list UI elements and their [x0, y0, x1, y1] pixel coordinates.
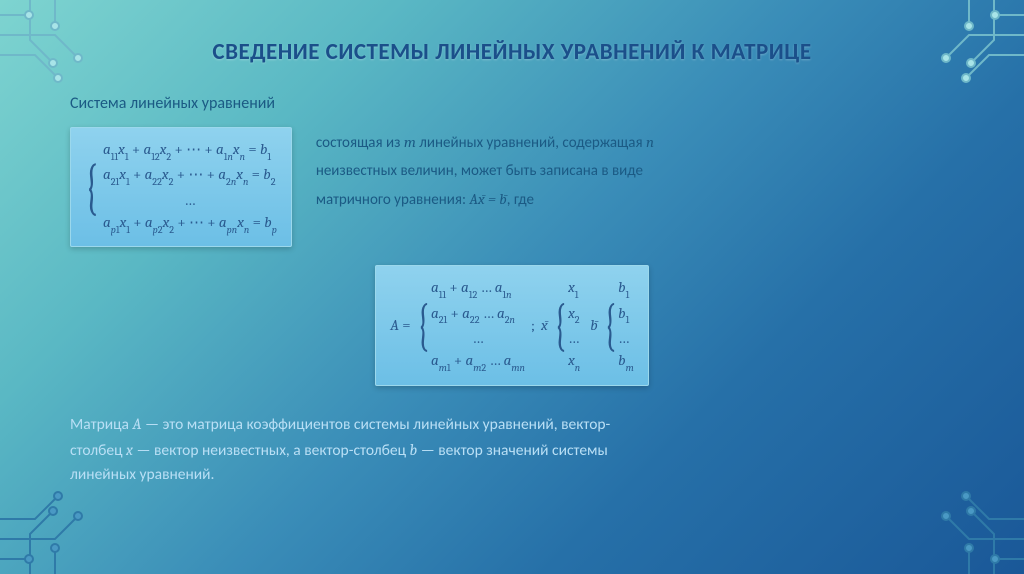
A-row-1: a11 + a12 … a1n [431, 276, 525, 301]
desc-n: n [646, 133, 654, 151]
desc-eq: Ax̄ = b̄ [469, 190, 506, 208]
curly-brace-icon: { [85, 138, 98, 236]
desc-part: линейных уравнений, содержащая [416, 134, 646, 152]
desc-part: , где [507, 191, 534, 209]
b-row-m: bm [618, 349, 634, 374]
bottom-x: x [126, 441, 133, 459]
system-eq-1: a11x1 + a12x2 + ⋯ + a1nxn = b1 [103, 138, 277, 163]
bottom-part: линейных уравнений. [70, 463, 954, 488]
bottom-part: — это матрица коэффициентов системы лине… [141, 415, 610, 434]
x-row-dots: … [568, 327, 580, 350]
b-bar: b̄ [590, 314, 597, 337]
bottom-part: — вектор неизвестных, а вектор-столбец [133, 441, 410, 460]
A-row-dots: … [431, 327, 525, 350]
bottom-part: Матрица [70, 415, 132, 434]
x-row-n: xn [568, 349, 580, 374]
bottom-part: столбец [70, 441, 126, 460]
description-text: состоящая из m линейных уравнений, содер… [316, 127, 954, 214]
curly-brace-icon: { [604, 276, 616, 374]
system-eq-2: a21x1 + a22x2 + ⋯ + a2nxn = b2 [103, 163, 277, 188]
system-box: { a11x1 + a12x2 + ⋯ + a1nxn = b1 a21x1 +… [70, 127, 292, 247]
A-row-2: a21 + a22 … a2n [431, 302, 525, 327]
slide-title: СВЕДЕНИЕ СИСТЕМЫ ЛИНЕЙНЫХ УРАВНЕНИЙ К МА… [70, 38, 954, 66]
b-row-1: b1 [618, 276, 634, 301]
bottom-paragraph: Матрица A — это матрица коэффициентов си… [70, 412, 954, 488]
x-bar: x̄ [541, 314, 548, 337]
row-matrix-def: A = { a11 + a12 … a1n a21 + a22 … a2n … … [70, 265, 954, 385]
x-row-2: x2 [568, 302, 580, 327]
desc-line2: неизвестных величин, может быть записана… [316, 158, 954, 186]
matrix-def-box: A = { a11 + a12 … a1n a21 + a22 … a2n … … [375, 265, 648, 385]
system-eq-p: ap1x1 + ap2x2 + ⋯ + apnxn = bp [103, 211, 277, 236]
desc-part: матричного уравнения: [316, 191, 470, 209]
slide-content: СВЕДЕНИЕ СИСТЕМЫ ЛИНЕЙНЫХ УРАВНЕНИЙ К МА… [0, 0, 1024, 574]
b-row-dots: … [618, 327, 634, 350]
row-system-and-desc: { a11x1 + a12x2 + ⋯ + a1nxn = b1 a21x1 +… [70, 127, 954, 247]
x-row-1: x1 [568, 276, 580, 301]
b-row-2: b1 [618, 302, 634, 327]
system-eq-dots: … [103, 189, 277, 212]
semicolon-sep: ; [531, 314, 535, 337]
desc-part: состоящая из [316, 134, 404, 152]
slide-subtitle: Система линейных уравнений [70, 94, 954, 113]
bottom-part: — вектор значений системы [417, 441, 608, 460]
curly-brace-icon: { [417, 276, 429, 374]
A-equals: A = [390, 314, 410, 337]
curly-brace-icon: { [554, 276, 566, 374]
desc-m: m [404, 133, 416, 151]
A-row-m: am1 + am2 … amn [431, 349, 525, 374]
